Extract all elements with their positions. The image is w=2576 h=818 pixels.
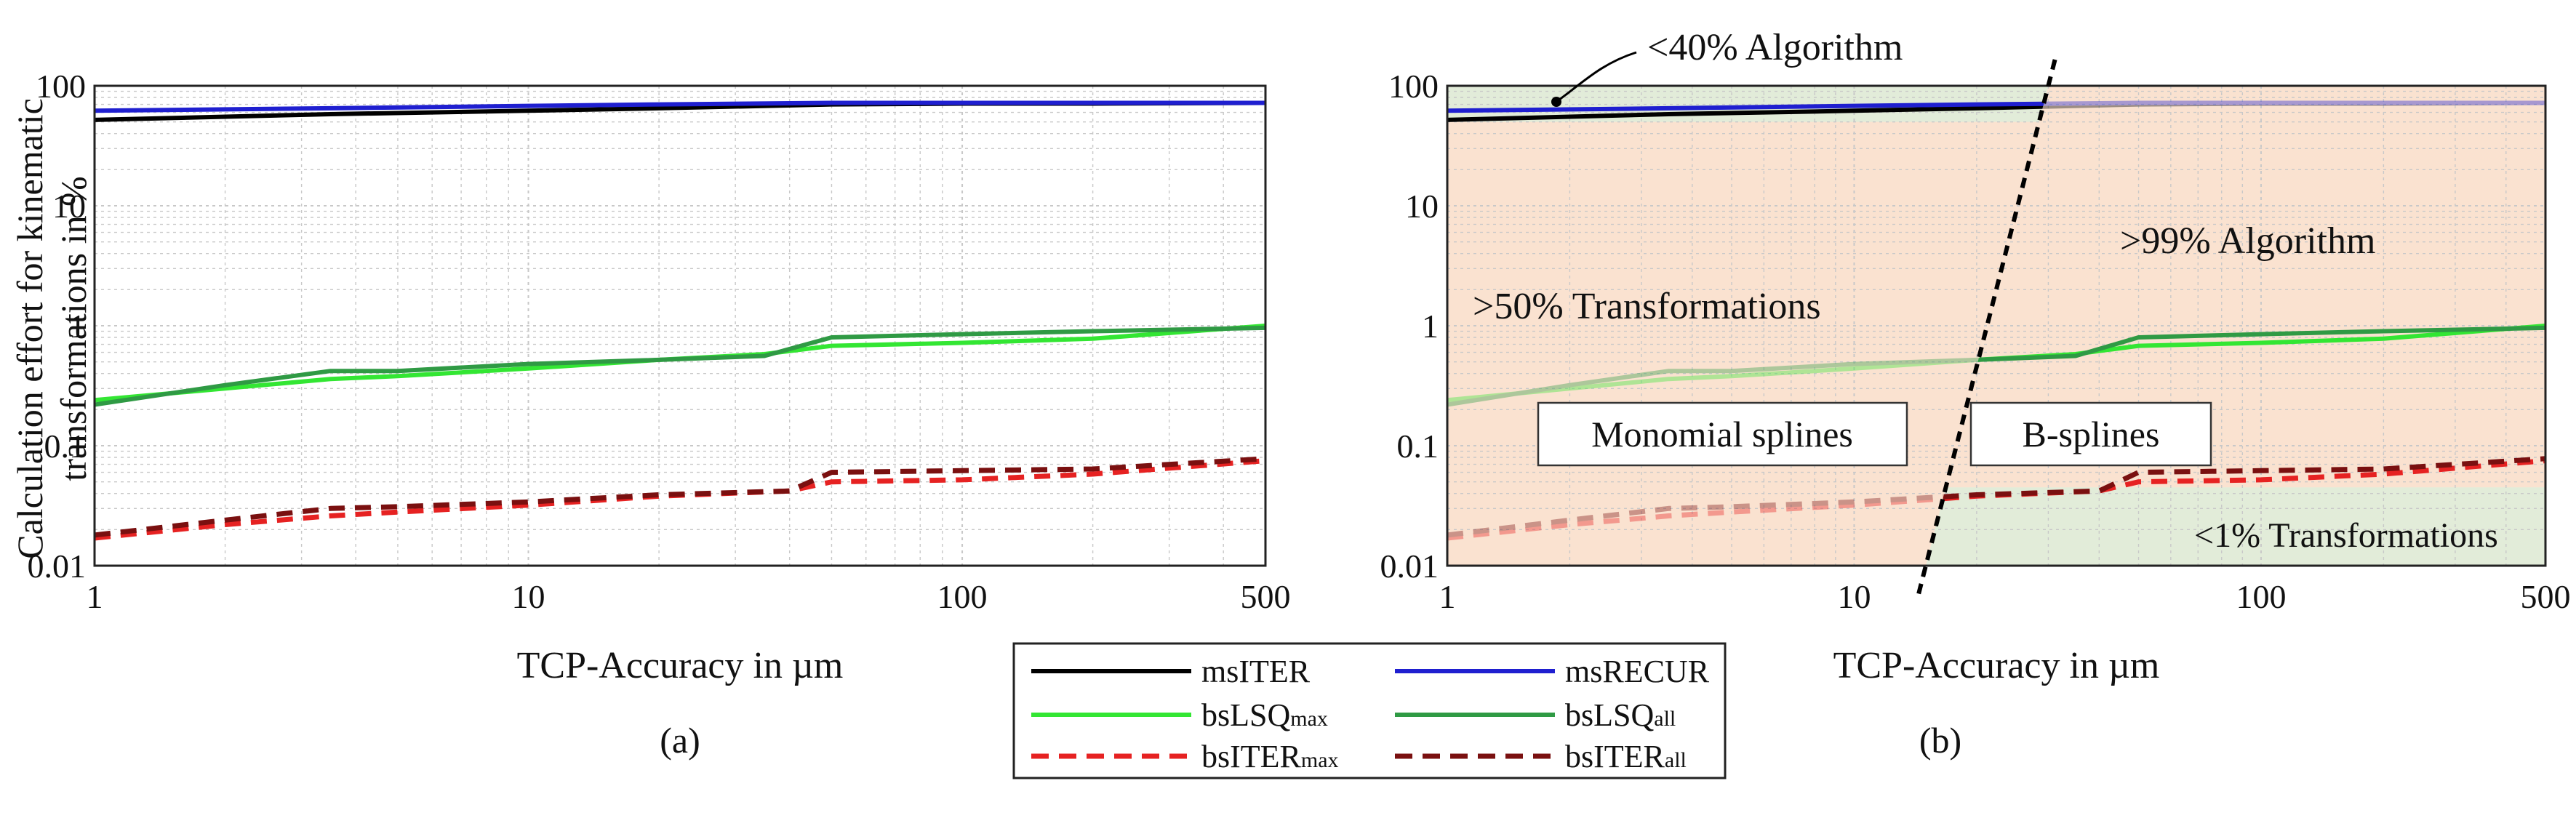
x-tick-label: 100 [937,578,988,615]
y-tick-label: 0.01 [28,548,87,585]
legend: msITER msRECUR bsLSQmax bsLSQall bsITERmax bs… [1012,642,1727,779]
legend-box [1012,642,1727,779]
annotation-algo-low: <40% Algorithm [1647,27,1903,68]
y-tick-label: 10 [52,188,86,225]
y-tick-label: 1 [1422,308,1439,345]
tick-labels: 1 10 100 500 0.01 0.1 1 10 100 [1380,68,2571,615]
series-line-bsLSQall [95,325,1265,407]
legend-label-msRECUR: msRECUR [1565,654,1710,689]
y-axis-label-line1: Calculation effort for kinematic [9,98,50,559]
y-tick-label: 0.1 [44,428,87,465]
series-line-bsITERall [95,456,1265,538]
series-line-faded-msITER [1925,100,2545,122]
series-line-bsITERall [1925,456,2545,538]
legend-items: msITER msRECUR bsLSQmax bsLSQall bsITERmax bs… [1031,654,1710,774]
y-tick-label: 10 [1405,188,1439,225]
monomial-box [1537,401,1908,467]
series-line-faded-msRECUR [1925,100,2545,113]
annotation-algo-high: >99% Algorithm [2120,220,2375,262]
x-tick-label: 500 [2521,578,2571,615]
y-tick-label: 0.1 [1397,428,1439,465]
annotation-transf-high: >50% Transformations [1473,286,1821,327]
panel-b: 1 10 100 500 0.01 0.1 1 10 100 >99% Algorithm >5… [1380,27,2571,761]
y-tick-label: 100 [1388,68,1439,105]
legend-label-bsITERmax: bsITERmax [1201,739,1339,774]
tick-labels: 1 10 100 500 0.01 0.1 1 10 100 [28,68,1291,615]
series-line-faded-bsLSQmax [1447,324,2049,403]
y-tick-label: 0.01 [1380,548,1439,585]
series-line-msITER [1447,100,2049,122]
series-line-faded-bsLSQall [1447,325,2049,407]
panel-label: (a) [660,720,700,761]
panel-label: (b) [1919,720,1961,761]
plot-frame [1446,84,2547,567]
bsplines-box [1969,401,2212,467]
legend-label-bsLSQmax: bsLSQmax [1201,697,1328,733]
callout-dot [1551,97,1561,107]
series-line-msRECUR [1447,100,2049,113]
legend-label-msITER: msITER [1201,654,1311,689]
series-line-msRECUR [95,100,1265,113]
x-axis-label: TCP-Accuracy in µm [517,645,844,686]
x-axis-label: TCP-Accuracy in µm [1833,645,2160,686]
series-group [95,100,1265,541]
plot-frame [93,84,1267,567]
region-algo-low [1447,86,2049,122]
legend-label-bsITERall: bsITERall [1565,739,1687,774]
x-tick-label: 1 [87,578,103,615]
y-tick-label: 1 [69,308,86,345]
x-tick-label: 100 [2236,578,2286,615]
x-tick-label: 10 [1837,578,1871,615]
y-axis-label-line2: transformations in % [53,176,94,481]
monomial-label: Monomial splines [1591,414,1853,454]
y-tick-label: 100 [36,68,86,105]
callout-leader [1556,51,1637,103]
panel-a: 1 10 100 500 0.01 0.1 1 10 100 TCP-Accuracy in µ… [28,68,1291,761]
region-transf-low [1925,487,2545,566]
x-tick-label: 10 [512,578,545,615]
annotation-transf-low: <1% Transformations [2194,516,2498,555]
bsplines-label: B-splines [2023,414,2160,454]
divider-line [1915,59,2057,601]
x-tick-label: 1 [1439,578,1456,615]
x-tick-label: 500 [1241,578,1291,615]
legend-label-bsLSQall: bsLSQall [1565,697,1676,733]
